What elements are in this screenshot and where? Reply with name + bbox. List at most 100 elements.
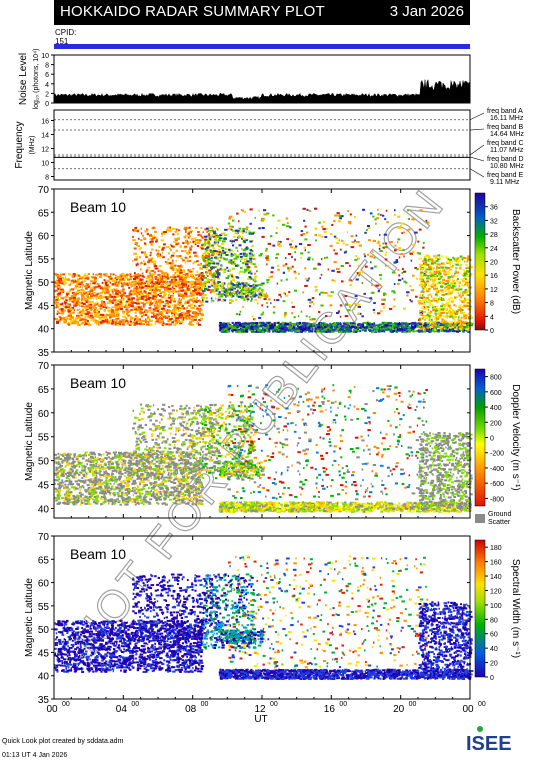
data-cell [383,326,385,328]
data-cell [79,308,80,310]
data-cell [132,236,134,238]
data-cell [63,306,65,308]
data-cell [187,227,189,229]
data-cell [153,310,155,312]
data-cell [185,273,188,275]
data-cell [294,327,295,329]
data-cell [197,231,200,233]
data-cell [384,322,387,324]
data-cell [149,300,152,302]
data-cell [154,289,156,291]
data-cell [228,261,231,263]
data-cell [141,306,142,308]
data-cell [383,307,386,309]
data-cell [158,294,160,296]
data-cell [256,270,258,272]
data-cell [445,324,447,326]
data-cell [334,326,336,328]
data-cell [437,254,440,256]
data-cell [245,322,246,324]
data-cell [308,251,310,253]
data-cell [423,331,426,333]
data-cell [166,281,168,283]
data-cell [145,256,148,258]
data-cell [69,291,70,293]
data-cell [309,305,311,307]
data-cell [188,305,191,307]
data-cell [379,250,382,252]
data-cell [196,260,198,262]
data-cell [378,290,380,292]
data-cell [124,305,125,307]
data-cell [189,314,191,316]
data-cell [183,281,186,283]
data-cell [321,236,324,238]
data-cell [228,275,229,277]
data-cell [97,275,98,277]
data-cell [464,298,466,300]
data-cell [224,237,227,239]
data-cell [422,294,423,296]
data-cell [448,258,450,260]
data-cell [187,318,190,320]
data-cell [92,282,96,284]
data-cell [375,223,376,225]
data-cell [393,306,396,308]
data-cell [351,326,355,328]
data-cell [120,301,121,303]
data-cell [204,277,207,279]
data-cell [375,328,379,330]
data-cell [194,305,196,307]
data-cell [432,309,435,311]
data-cell [179,277,183,279]
data-cell [191,276,193,278]
data-cell [320,324,323,326]
data-cell [458,316,459,318]
data-cell [345,315,349,317]
data-cell [206,268,208,270]
data-cell [336,326,338,328]
data-cell [143,252,146,254]
data-cell [406,324,409,326]
data-cell [196,286,197,288]
data-cell [166,304,169,306]
freq-ytick-label: 8 [45,175,49,182]
data-cell [62,303,64,305]
data-cell [465,317,467,319]
data-cell [398,323,401,325]
data-cell [81,294,84,296]
data-cell [90,280,93,282]
data-cell [84,285,87,287]
data-cell [459,264,462,266]
data-cell [409,329,411,331]
data-cell [147,233,149,235]
data-cell [457,275,458,277]
data-cell [266,213,269,215]
data-cell [304,267,306,269]
data-cell [431,286,434,288]
data-cell [439,314,442,316]
data-cell [221,247,224,249]
data-cell [81,302,83,304]
data-cell [137,309,141,311]
data-cell [362,267,363,269]
data-cell [264,331,265,333]
data-cell [438,308,441,310]
data-cell [257,330,259,332]
data-cell [147,228,148,230]
data-cell [365,327,368,329]
data-cell [357,313,360,315]
data-cell [457,288,460,290]
data-cell [231,325,233,327]
data-cell [200,227,202,229]
data-cell [308,299,312,301]
data-cell [367,254,369,256]
data-cell [431,273,434,275]
data-cell [128,304,131,306]
data-cell [251,273,253,275]
data-cell [248,272,250,274]
data-cell [220,268,222,270]
data-cell [189,271,192,273]
data-cell [371,267,374,269]
data-cell [340,323,341,325]
